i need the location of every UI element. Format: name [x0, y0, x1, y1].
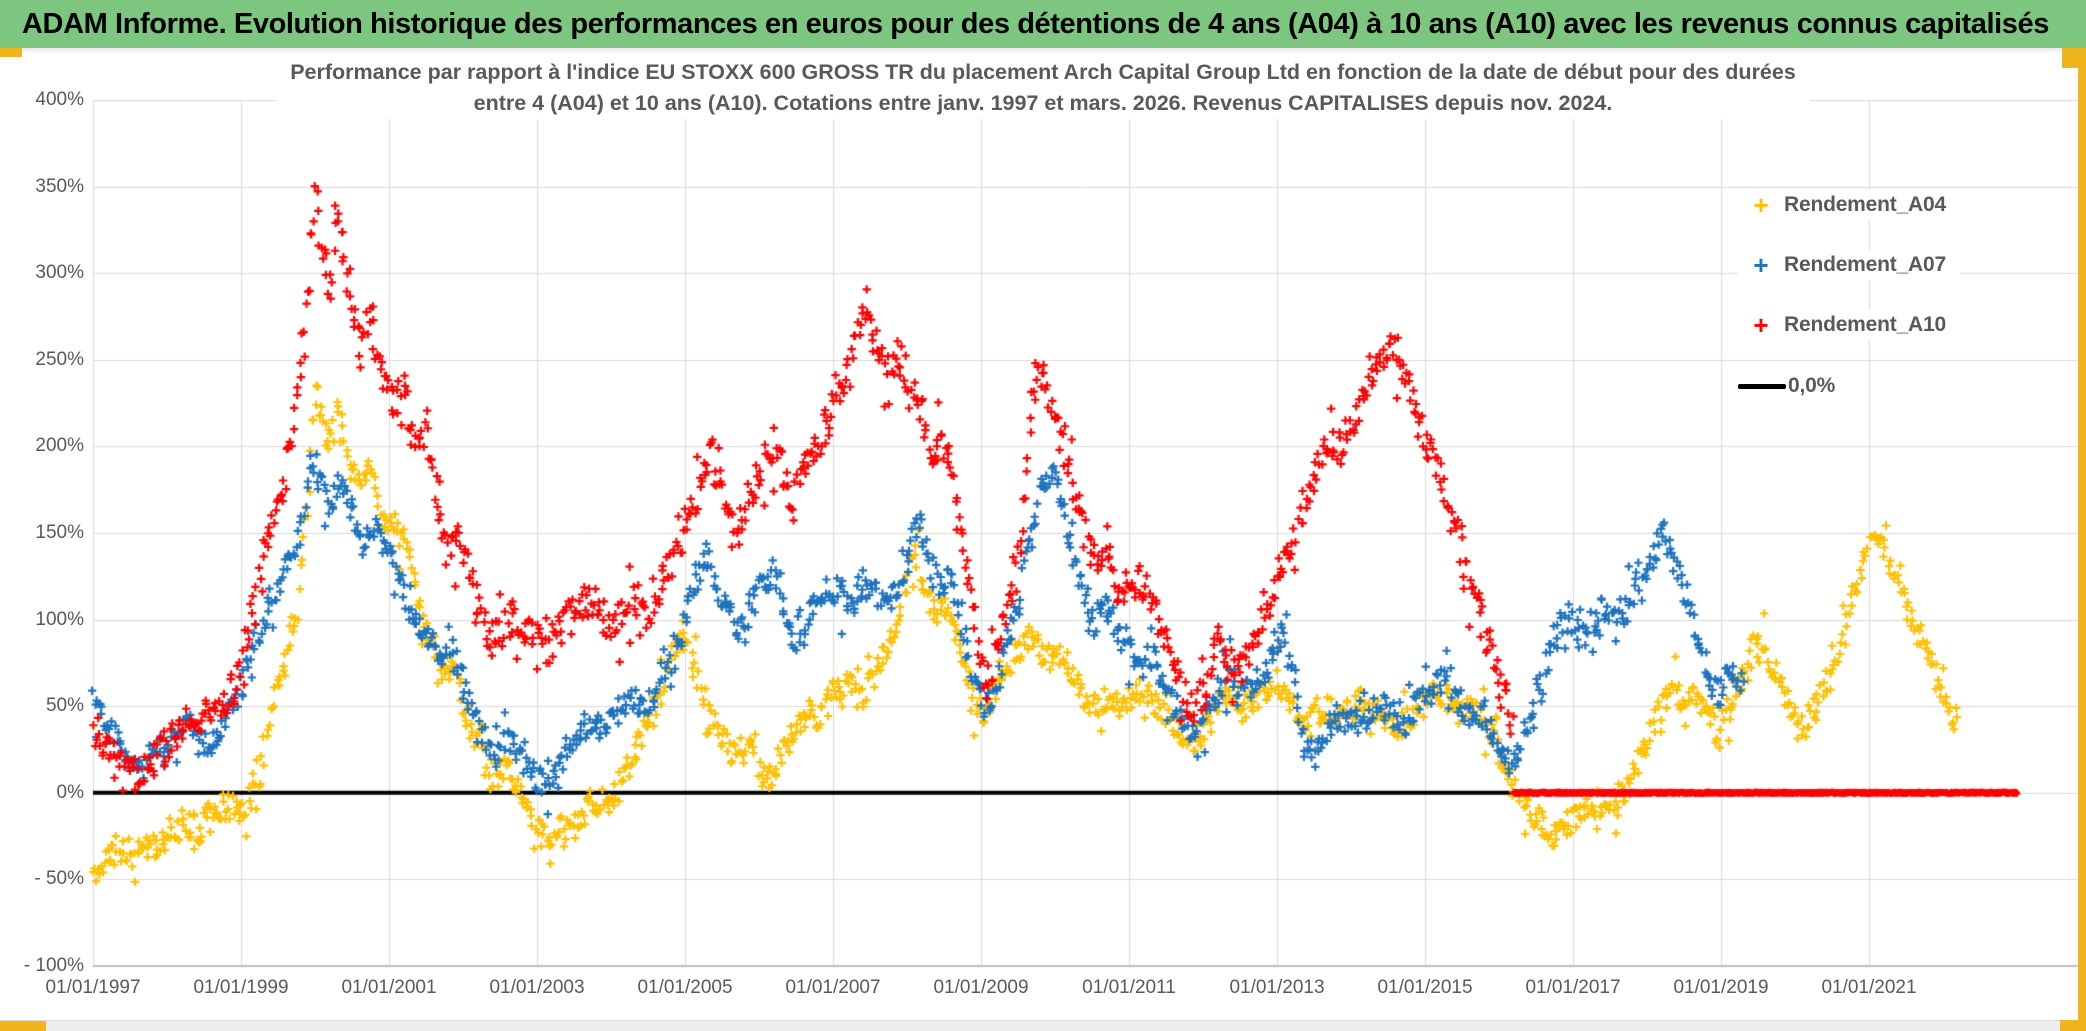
- zero-line-icon: [1738, 383, 1786, 389]
- y-axis-tick-label: 400%: [35, 89, 84, 110]
- x-axis-tick-label: 01/01/2003: [489, 977, 585, 998]
- x-axis-tick-label: 01/01/2011: [1082, 977, 1176, 998]
- y-axis-tick-label: - 100%: [23, 955, 84, 976]
- legend-label: Rendement_A04: [1784, 193, 1946, 216]
- x-axis-tick-label: 01/01/1999: [193, 977, 289, 998]
- y-axis-tick-label: 100%: [35, 608, 84, 630]
- legend-label: 0,0%: [1788, 374, 1836, 397]
- legend-label: Rendement_A07: [1784, 253, 1946, 276]
- page-title: ADAM Informe. Evolution historique des p…: [22, 7, 2049, 40]
- y-axis-tick-label: 300%: [35, 262, 84, 284]
- y-axis-tick-label: 0%: [56, 781, 84, 803]
- y-axis-tick-label: 50%: [45, 695, 84, 717]
- plus-marker-icon: +: [1753, 250, 1769, 280]
- gold-accent-right-bar: [2078, 56, 2086, 1031]
- slide-header: ADAM Informe. Evolution historique des p…: [0, 0, 2086, 48]
- x-axis-tick-label: 01/01/2001: [341, 977, 437, 998]
- legend-label: Rendement_A10: [1784, 313, 1946, 336]
- header-divider: [0, 48, 2086, 54]
- x-axis-tick-label: 01/01/2015: [1377, 977, 1473, 998]
- y-axis-tick-label: 150%: [35, 522, 84, 543]
- y-axis-tick-label: - 50%: [34, 868, 84, 890]
- y-axis-tick-label: 350%: [35, 175, 84, 197]
- chart-title-line1: Performance par rapport à l'indice EU ST…: [290, 60, 1796, 84]
- bottom-strip: [0, 1020, 2086, 1031]
- plus-marker-icon: +: [1753, 310, 1769, 340]
- y-axis-tick-label: 250%: [35, 348, 84, 370]
- x-axis-tick-label: 01/01/2019: [1673, 977, 1769, 998]
- legend-item-rendement-a07: + Rendement_A07: [1738, 250, 1960, 280]
- x-axis-tick-label: 01/01/2017: [1525, 977, 1621, 998]
- y-axis-tick-label: 200%: [35, 435, 84, 457]
- x-axis-tick-label: 01/01/2005: [637, 977, 733, 998]
- legend-item-rendement-a04: + Rendement_A04: [1738, 190, 1960, 220]
- x-axis-tick-label: 01/01/2021: [1821, 977, 1917, 998]
- gold-accent-top-left: [0, 48, 22, 57]
- chart-title: Performance par rapport à l'indice EU ST…: [276, 57, 1810, 119]
- x-axis-tick-label: 01/01/2013: [1229, 977, 1325, 998]
- gold-accent-bottom-left: [0, 1021, 46, 1031]
- legend-item-rendement-a10: + Rendement_A10: [1738, 310, 1960, 340]
- gold-accent-bottom-right: [2060, 1020, 2086, 1031]
- chart-title-line2: entre 4 (A04) et 10 ans (A10). Cotations…: [473, 91, 1613, 115]
- x-axis-tick-label: 01/01/2009: [933, 977, 1029, 998]
- legend-item-zero-line: 0,0%: [1738, 372, 1850, 400]
- plus-marker-icon: +: [1753, 190, 1769, 220]
- x-axis-tick-label: 01/01/2007: [785, 977, 881, 998]
- x-axis-tick-label: 01/01/1997: [45, 977, 141, 998]
